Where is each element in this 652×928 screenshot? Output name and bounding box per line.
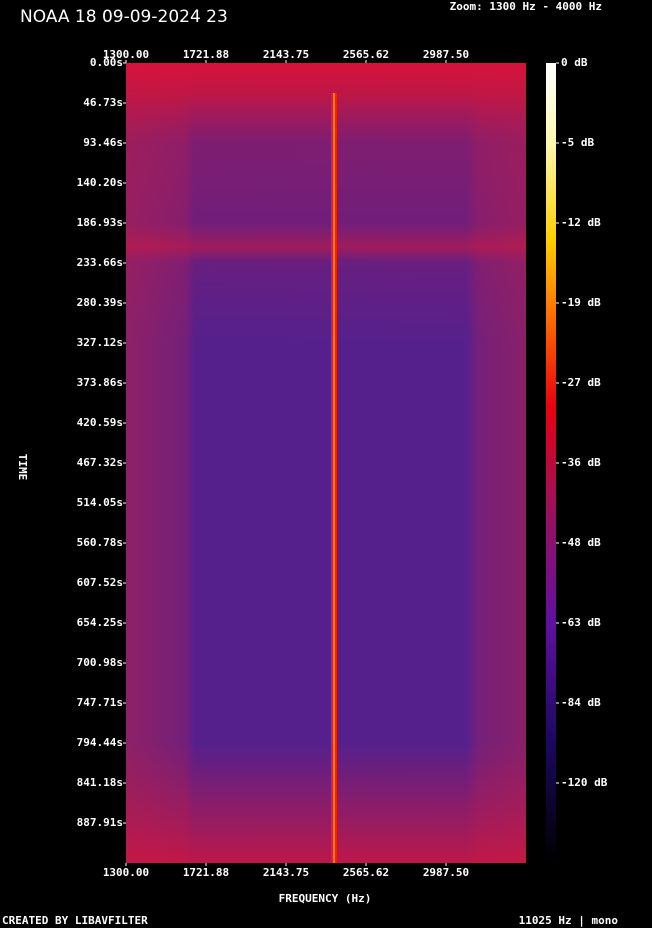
colorbar-tick-label: -84 dB <box>561 696 601 709</box>
spectrogram <box>126 63 526 863</box>
y-tick-label: 514.05s <box>77 496 123 509</box>
colorbar-tick-label: -12 dB <box>561 216 601 229</box>
y-tick-label: 560.78s <box>77 536 123 549</box>
y-tick-label: 46.73s <box>83 96 123 109</box>
y-tick-label: 327.12s <box>77 336 123 349</box>
x-tick-label: 2987.50 <box>423 866 469 879</box>
spectrogram-shade <box>126 63 526 863</box>
y-tick-label: 794.44s <box>77 736 123 749</box>
colorbar-tick-label: -36 dB <box>561 456 601 469</box>
y-axis-label: TIME <box>16 454 29 481</box>
x-tick-label: 2987.50 <box>423 48 469 61</box>
y-tick-label: 186.93s <box>77 216 123 229</box>
footer-right: 11025 Hz | mono <box>519 914 619 927</box>
colorbar-tick-label: -63 dB <box>561 616 601 629</box>
x-tick-label: 1300.00 <box>103 48 149 61</box>
colorbar-tick-label: -19 dB <box>561 296 601 309</box>
y-tick-label: 373.86s <box>77 376 123 389</box>
colorbar <box>546 63 556 863</box>
y-tick-label: 887.91s <box>77 816 123 829</box>
footer-left: CREATED BY LIBAVFILTER <box>2 914 148 927</box>
colorbar-tick-label: -5 dB <box>561 136 594 149</box>
x-tick-label: 2143.75 <box>263 866 309 879</box>
y-tick-label: 233.66s <box>77 256 123 269</box>
colorbar-tick-label: -27 dB <box>561 376 601 389</box>
y-tick-label: 140.20s <box>77 176 123 189</box>
colorbar-tick-label: -120 dB <box>561 776 608 789</box>
y-tick-label: 841.18s <box>77 776 123 789</box>
x-tick-label: 1721.88 <box>183 866 229 879</box>
y-tick-label: 0.00s <box>90 56 123 69</box>
x-tick-label: 2143.75 <box>263 48 309 61</box>
colorbar-tick-label: -48 dB <box>561 536 601 549</box>
y-tick-label: 607.52s <box>77 576 123 589</box>
y-tick-label: 93.46s <box>83 136 123 149</box>
carrier-core <box>333 93 335 863</box>
x-tick-label: 1300.00 <box>103 866 149 879</box>
y-tick-label: 700.98s <box>77 656 123 669</box>
chart-title: NOAA 18 09-09-2024 23 <box>20 7 228 27</box>
x-tick-label: 1721.88 <box>183 48 229 61</box>
x-tick-label: 2565.62 <box>343 48 389 61</box>
zoom-label: Zoom: 1300 Hz - 4000 Hz <box>450 0 602 13</box>
x-axis-label: FREQUENCY (Hz) <box>279 892 372 905</box>
x-tick-label: 2565.62 <box>343 866 389 879</box>
y-tick-label: 654.25s <box>77 616 123 629</box>
y-tick-label: 747.71s <box>77 696 123 709</box>
y-tick-label: 280.39s <box>77 296 123 309</box>
y-tick-label: 420.59s <box>77 416 123 429</box>
y-tick-label: 467.32s <box>77 456 123 469</box>
colorbar-tick-label: 0 dB <box>561 56 588 69</box>
